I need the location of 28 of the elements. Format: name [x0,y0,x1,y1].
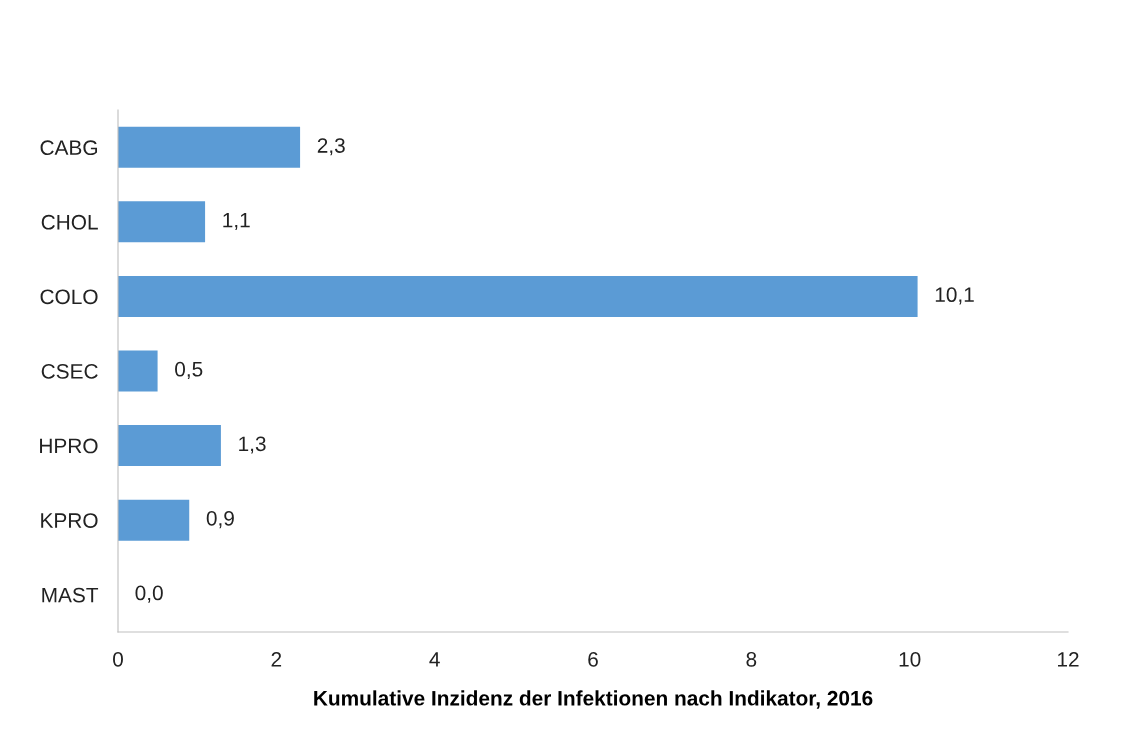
y-tick-label: CSEC [41,364,98,379]
bar [118,499,190,541]
x-tick-label: 0 [113,651,123,667]
data-label: 1,3 [239,436,266,454]
y-tick-label: CABG [40,140,97,156]
bar [118,425,221,467]
y-tick-label: KPRO [41,513,98,528]
x-tick-label: 2 [271,651,282,667]
bar [118,201,206,243]
data-label: 0,0 [135,585,163,603]
data-label: 10,1 [935,287,974,305]
bar [118,275,918,317]
x-tick-label: 4 [429,652,440,667]
y-tick-label: HPRO [40,438,98,454]
x-tick-label: 12 [1058,651,1079,667]
bar [118,126,301,168]
data-label: 0,9 [206,510,234,529]
x-tick-label: 6 [588,651,598,667]
x-tick-label: 8 [746,651,757,667]
x-tick-label: 10 [899,651,921,667]
x-axis-title: Kumulative Inzidenz der Infektionen nach Indikator, 2016 [314,690,873,709]
data-label: 2,3 [317,138,345,156]
data-label: 1,1 [223,212,250,230]
data-label: 0,5 [175,361,203,380]
bar [118,350,158,392]
y-tick-label: COLO [40,289,98,305]
y-tick-label: MAST [42,587,99,603]
y-tick-label: CHOL [41,214,98,230]
